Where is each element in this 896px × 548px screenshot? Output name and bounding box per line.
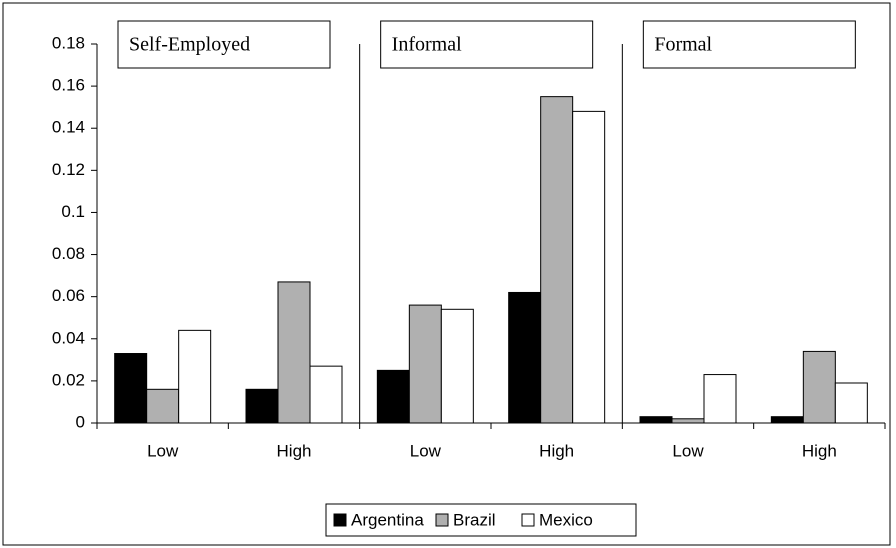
- panel-label: Formal: [654, 34, 712, 56]
- legend-box: [325, 503, 637, 537]
- x-tick-label: High: [277, 441, 312, 460]
- x-tick-label: High: [802, 441, 837, 460]
- y-tick-label: 0.04: [52, 328, 85, 347]
- x-tick-label: Low: [672, 441, 704, 460]
- y-tick-label: 0.02: [52, 370, 85, 389]
- y-tick-label: 0.08: [52, 244, 85, 263]
- legend-swatch: [521, 513, 535, 527]
- bar: [309, 365, 343, 424]
- bar: [834, 382, 868, 424]
- y-tick-label: 0.16: [52, 76, 85, 95]
- bar: [408, 304, 442, 424]
- y-tick-label: 0.14: [52, 118, 85, 137]
- bar: [639, 416, 673, 424]
- legend-label: Mexico: [539, 510, 593, 529]
- x-tick-label: Low: [147, 441, 179, 460]
- panel-label-box: [380, 20, 594, 69]
- bar: [376, 369, 410, 424]
- bar: [572, 110, 606, 424]
- legend-label: Brazil: [453, 510, 496, 529]
- x-tick-label: High: [539, 441, 574, 460]
- bar: [770, 416, 804, 424]
- bar: [540, 96, 574, 424]
- bar: [114, 353, 148, 424]
- bar: [245, 388, 279, 424]
- x-tick-label: Low: [410, 441, 442, 460]
- panel-label: Self-Employed: [129, 34, 250, 56]
- y-tick-label: 0.18: [52, 33, 85, 52]
- panel-label: Informal: [392, 34, 462, 56]
- panel-label-box: [642, 20, 856, 69]
- bar: [146, 388, 180, 424]
- legend-swatch: [333, 513, 347, 527]
- bar: [802, 350, 836, 424]
- bar: [178, 329, 212, 424]
- bar: [508, 291, 542, 424]
- panel-label-box: [117, 20, 331, 69]
- bar: [703, 374, 737, 424]
- bar: [277, 281, 311, 424]
- legend-label: Argentina: [351, 510, 424, 529]
- bar: [671, 418, 705, 424]
- y-tick-label: 0.12: [52, 160, 85, 179]
- bar: [440, 308, 474, 424]
- legend-swatch: [435, 513, 449, 527]
- y-tick-label: 0.06: [52, 286, 85, 305]
- y-tick-label: 0: [76, 412, 85, 431]
- y-tick-label: 0.1: [61, 202, 85, 221]
